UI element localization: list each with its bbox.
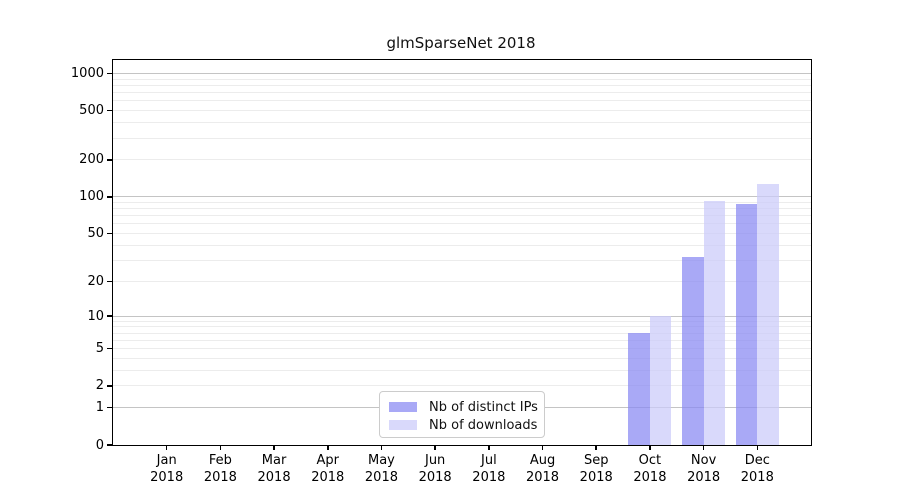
bar-downloads-nov — [703, 201, 726, 445]
gridline-minor — [113, 122, 811, 124]
legend-swatch-downloads-icon — [389, 420, 417, 430]
y-tick-mark — [107, 406, 113, 409]
x-tick-mark — [595, 445, 597, 450]
plot-area: 0 1 2 5 10 20 50 100 200 500 1000 Jan 2018 Feb 2018… — [71, 59, 812, 485]
gridline-minor — [113, 137, 811, 139]
x-tick-mark — [702, 445, 705, 450]
gridline-minor — [113, 385, 811, 387]
gridline-minor — [113, 339, 811, 341]
chart-title: glmSparseNet 2018 — [386, 34, 536, 52]
y-tick-mark — [107, 347, 113, 350]
x-tick-mark — [380, 445, 383, 450]
y-tick-mark — [107, 159, 113, 161]
gridline-minor — [113, 215, 811, 217]
gridline-minor — [113, 259, 811, 261]
x-tick-mark — [327, 445, 329, 450]
gridline-minor — [113, 233, 811, 235]
y-tick-mark — [107, 444, 113, 446]
gridline-minor — [113, 159, 811, 161]
x-tick-mark — [273, 445, 275, 450]
y-tick-mark — [107, 196, 113, 198]
x-tick-label-jul: Jul 2018 — [472, 453, 506, 485]
y-tick-label: 200 — [79, 152, 104, 168]
y-tick-label: 500 — [79, 103, 104, 119]
x-tick-mark — [219, 445, 222, 450]
y-tick-mark — [107, 385, 113, 387]
gridline-minor — [113, 208, 811, 210]
y-tick-mark — [107, 109, 113, 112]
x-tick-label-nov: Nov 2018 — [687, 453, 721, 485]
x-tick-label-jan: Jan 2018 — [150, 453, 184, 485]
legend-item-downloads: Nb of downloads — [389, 417, 538, 433]
x-tick-mark — [541, 445, 544, 450]
y-tick-mark — [107, 72, 113, 75]
gridline-major — [113, 73, 811, 74]
x-tick-label-mar: Mar 2018 — [257, 453, 291, 485]
x-tick-label-jun: Jun 2018 — [418, 453, 452, 485]
x-tick-label-feb: Feb 2018 — [203, 453, 237, 485]
gridline-minor — [113, 110, 811, 112]
legend-swatch-ips-icon — [389, 402, 417, 412]
x-tick-label-sep: Sep 2018 — [579, 453, 613, 485]
gridline-major — [113, 315, 811, 317]
y-tick-label: 1 — [95, 400, 104, 416]
y-tick-label: 100 — [79, 189, 104, 205]
gridline-minor — [113, 78, 811, 80]
y-tick-mark — [107, 280, 113, 283]
gridline-minor — [113, 100, 811, 102]
y-tick-mark — [107, 315, 113, 317]
gridline-major — [113, 196, 811, 198]
gridline-minor — [113, 84, 811, 86]
gridline-minor — [113, 357, 811, 359]
gridline-minor — [113, 348, 811, 350]
legend-label-ips: Nb of distinct IPs — [429, 399, 538, 415]
x-tick-mark — [165, 445, 168, 450]
x-tick-label-may: May 2018 — [364, 453, 398, 485]
gridline-minor — [113, 369, 811, 371]
x-tick-mark — [434, 445, 436, 450]
x-tick-label-aug: Aug 2018 — [525, 453, 560, 485]
y-tick-label: 5 — [95, 341, 104, 357]
y-tick-label: 0 — [95, 437, 104, 453]
gridline-minor — [113, 332, 811, 334]
bar-ips-nov — [682, 257, 704, 445]
gridline-minor — [113, 223, 811, 225]
legend-item-distinct-ips: Nb of distinct IPs — [389, 399, 538, 415]
bar-downloads-oct — [649, 316, 672, 445]
x-tick-mark — [488, 445, 490, 450]
y-tick-label: 50 — [87, 226, 104, 242]
gridline-minor — [113, 92, 811, 94]
bar-ips-oct — [628, 333, 650, 445]
y-tick-label: 1000 — [70, 66, 104, 81]
bar-ips-dec — [735, 204, 758, 445]
x-tick-mark — [649, 445, 651, 450]
gridline-minor — [113, 280, 811, 282]
x-tick-label-apr: Apr 2018 — [311, 453, 345, 485]
legend: Nb of distinct IPs Nb of downloads — [379, 391, 545, 438]
x-tick-label-dec: Dec 2018 — [740, 453, 774, 485]
x-tick-mark — [756, 445, 759, 450]
x-tick-label-oct: Oct 2018 — [633, 453, 667, 485]
y-tick-mark — [107, 232, 113, 235]
gridline-minor — [113, 201, 811, 203]
gridline-minor — [113, 326, 811, 328]
y-tick-label: 10 — [87, 308, 104, 324]
legend-label-downloads: Nb of downloads — [429, 417, 538, 433]
y-tick-label: 20 — [87, 273, 104, 289]
gridline-minor — [113, 320, 811, 322]
y-tick-label: 2 — [95, 378, 104, 394]
gridline-minor — [113, 244, 811, 246]
bar-downloads-dec — [757, 184, 779, 445]
